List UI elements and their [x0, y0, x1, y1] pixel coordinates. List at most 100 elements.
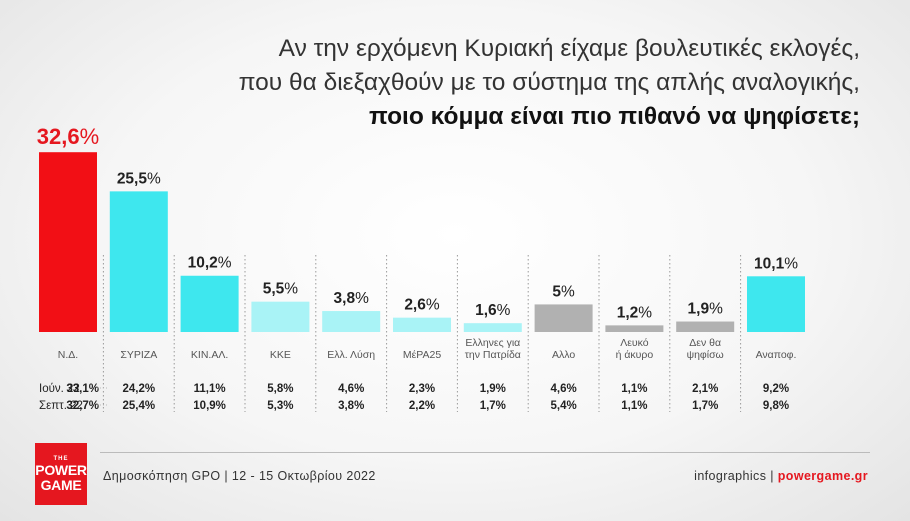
comparison-value: 5,3%: [267, 400, 293, 412]
value-number: 1,6: [475, 302, 497, 319]
comparison-value: 1,1%: [621, 400, 647, 412]
bar: [463, 323, 522, 332]
bar: [747, 276, 805, 332]
value-label: 2,6%: [404, 297, 440, 314]
comparison-value: 3,8%: [338, 400, 364, 412]
category-label-line: ΜέΡΑ25: [403, 349, 441, 361]
comparison-row-label: Ιούν. 22: [39, 383, 80, 395]
category-label-line: ΣΥΡΙΖΑ: [120, 349, 157, 361]
category-label-line: την Πατρίδα: [465, 349, 521, 361]
bar: [534, 304, 593, 332]
comparison-value: 4,6%: [338, 383, 364, 395]
credit-site-link[interactable]: powergame.gr: [777, 469, 868, 483]
value-suffix: %: [284, 281, 298, 298]
bar: [676, 321, 735, 332]
value-suffix: %: [497, 302, 511, 319]
comparison-value: 25,4%: [122, 400, 155, 412]
value-label: 25,5%: [117, 170, 161, 187]
category-label: ΚΙΝ.ΑΛ.: [191, 349, 228, 361]
value-number: 3,8: [334, 290, 356, 307]
category-label: ΚΚΕ: [270, 349, 291, 361]
comparison-value: 33,1%: [66, 383, 99, 395]
bar: [109, 191, 168, 332]
category-label: Ελλ. Λύση: [327, 349, 375, 361]
category-label-line: ΚΚΕ: [270, 349, 291, 361]
title-line-2: που θα διεξαχθούν με το σύστημα της απλή…: [238, 69, 860, 96]
value-label: 1,2%: [617, 304, 653, 321]
value-label: 3,8%: [334, 290, 370, 307]
category-label: Ελληνες για την Πατρίδα: [465, 337, 521, 361]
value-suffix: %: [147, 170, 161, 187]
bar: [393, 317, 451, 332]
comparison-value: 1,9%: [480, 383, 506, 395]
category-label: ΜέΡΑ25: [403, 349, 441, 361]
category-label-line: Ελληνες για: [465, 337, 520, 349]
value-number: 32,6: [37, 124, 80, 149]
comparison-value: 11,1%: [194, 383, 226, 395]
comparison-value: 2,1%: [692, 383, 718, 395]
chart-title: Αν την ερχόμενη Κυριακή είχαμε βουλευτικ…: [100, 32, 860, 134]
comparison-value: 2,2%: [409, 400, 435, 412]
comparison-value: 1,1%: [621, 383, 647, 395]
credit: infographics | powergame.gr: [694, 469, 868, 483]
comparison-value: 2,3%: [409, 383, 435, 395]
credit-separator: |: [770, 469, 774, 483]
bar: [39, 152, 97, 332]
category-label-line: Ελλ. Λύση: [327, 349, 375, 361]
bar: [251, 301, 310, 332]
category-label-line: Αναποφ.: [756, 349, 797, 361]
category-label: Δεν θα ψηφίσω: [687, 337, 724, 361]
category-label: Ν.Δ.: [58, 349, 78, 361]
title-line-3: ποιο κόμμα είναι πιο πιθανό να ψηφίσετε;: [369, 103, 860, 130]
category-label: Αλλο: [552, 349, 575, 361]
category-label: Αναποφ.: [756, 349, 797, 361]
bar: [322, 311, 381, 332]
value-label: 5,5%: [263, 281, 299, 298]
comparison-value: 24,2%: [122, 383, 155, 395]
category-label-line: ψηφίσω: [687, 349, 724, 361]
value-label: 5%: [552, 283, 575, 300]
category-label-line: ΚΙΝ.ΑΛ.: [191, 349, 228, 361]
value-suffix: %: [784, 255, 798, 272]
value-label: 1,9%: [688, 301, 724, 318]
logo-the: THE: [53, 455, 69, 462]
logo-power: POWER: [35, 461, 87, 478]
value-suffix: %: [218, 255, 232, 272]
bar: [180, 275, 239, 332]
value-number: 1,2: [617, 304, 639, 321]
category-label-line: Αλλο: [552, 349, 575, 361]
comparison-value: 32,7%: [66, 400, 99, 412]
comparison-row-label: Σεπτ. 22: [39, 400, 83, 412]
value-number: 10,2: [188, 255, 218, 272]
category-label: Λευκό ή άκυρο: [616, 337, 654, 361]
footer-divider: [100, 452, 870, 453]
value-number: 25,5: [117, 170, 148, 187]
comparison-value: 4,6%: [550, 383, 576, 395]
comparison-value: 5,4%: [550, 400, 576, 412]
value-label: 1,6%: [475, 302, 511, 319]
value-suffix: %: [638, 304, 652, 321]
value-suffix: %: [561, 283, 575, 300]
category-label-line: ή άκυρο: [616, 349, 654, 361]
title-line-1: Αν την ερχόμενη Κυριακή είχαμε βουλευτικ…: [278, 35, 860, 62]
credit-prefix: infographics: [694, 469, 767, 483]
value-number: 5: [552, 283, 561, 300]
powergame-logo: THE POWER GAME: [35, 443, 87, 505]
category-label-line: Λευκό: [620, 337, 649, 349]
value-label: 10,1%: [754, 255, 798, 272]
comparison-value: 9,8%: [763, 400, 789, 412]
logo-game: GAME: [40, 476, 82, 493]
comparison-value: 1,7%: [480, 400, 506, 412]
value-number: 5,5: [263, 281, 285, 298]
value-number: 1,9: [688, 301, 710, 318]
value-suffix: %: [355, 290, 369, 307]
value-number: 10,1: [754, 255, 785, 272]
poll-source: Δημοσκόπηση GPO | 12 - 15 Οκτωβρίου 2022: [103, 469, 376, 483]
bar: [605, 325, 664, 332]
value-number: 2,6: [404, 297, 426, 314]
comparison-value: 1,7%: [692, 400, 718, 412]
value-label: 32,6%: [37, 124, 99, 149]
category-label-line: Ν.Δ.: [58, 349, 78, 361]
comparison-value: 5,8%: [267, 383, 293, 395]
